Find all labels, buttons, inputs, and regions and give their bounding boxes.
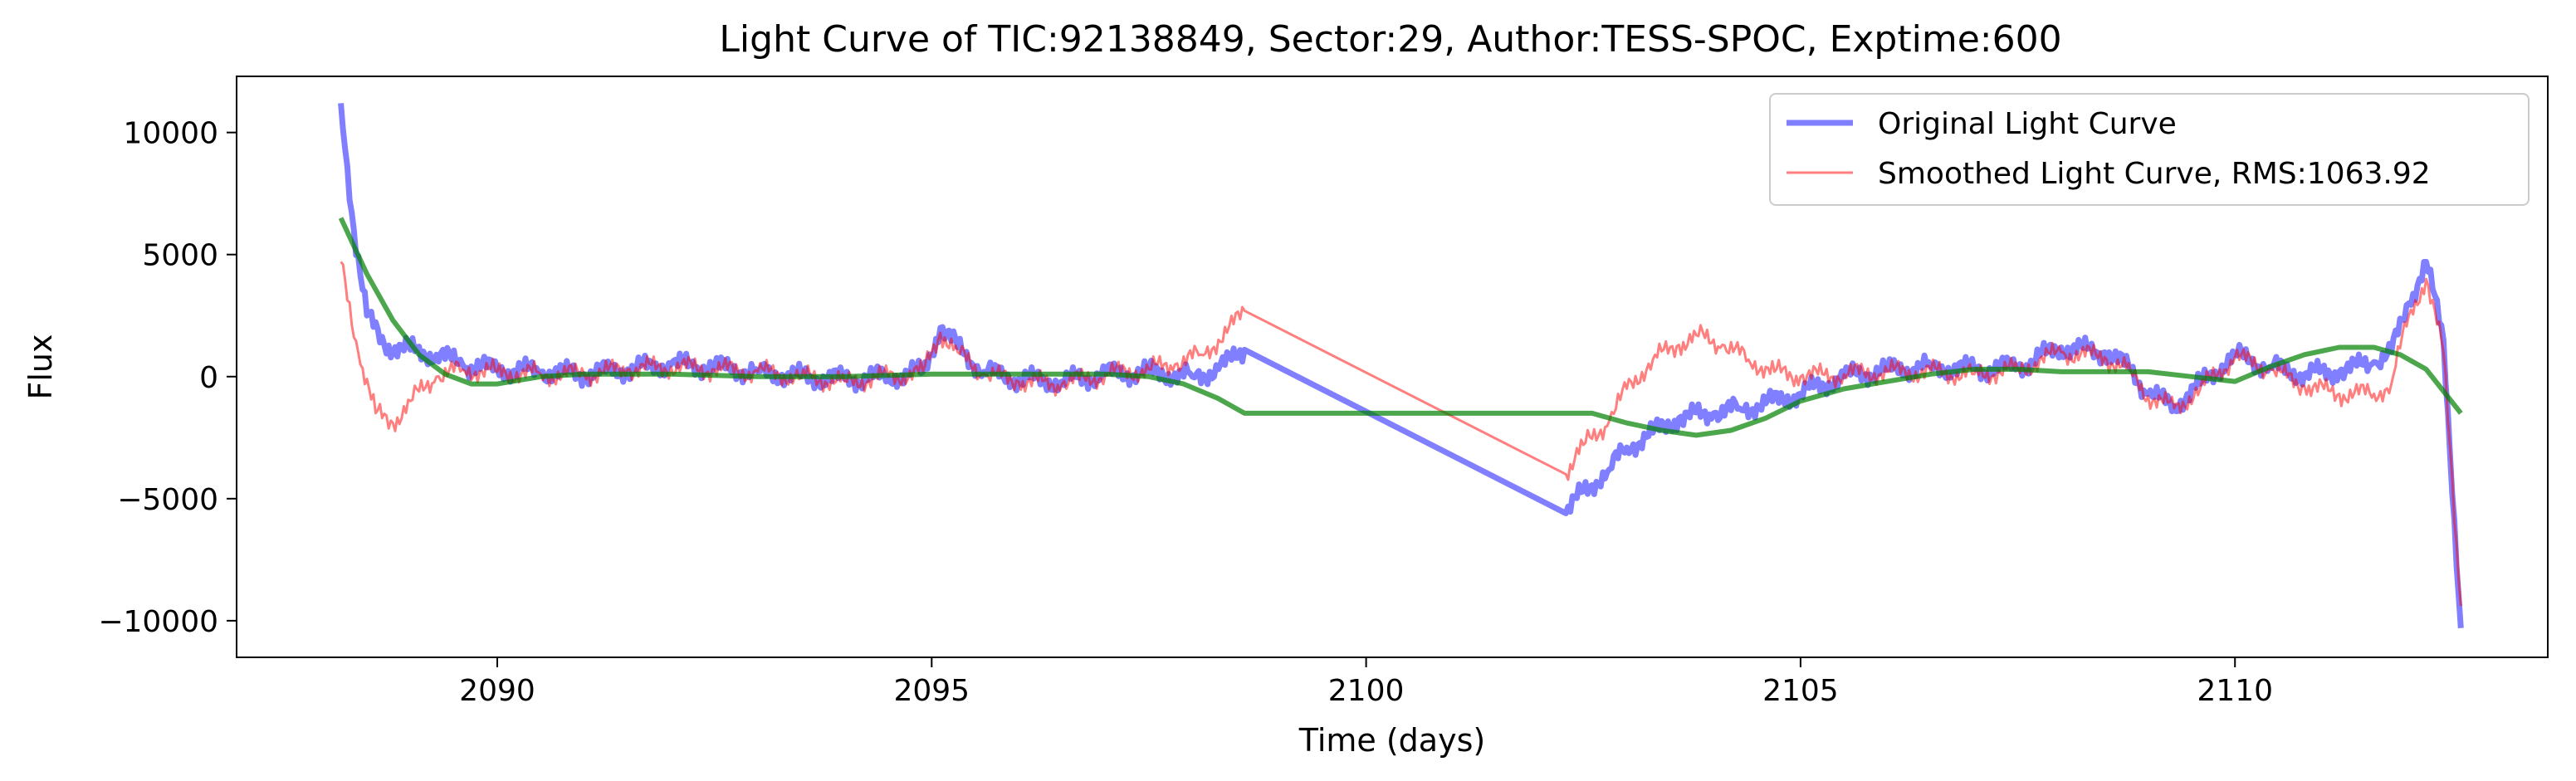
series-line-trend xyxy=(338,217,2463,438)
x-tick-label: 2095 xyxy=(893,674,970,708)
plot-area xyxy=(338,103,2464,628)
y-tick-label: 0 xyxy=(199,361,218,395)
y-axis: −10000 −5000 0 5000 10000 xyxy=(98,117,237,639)
x-tick-label: 2110 xyxy=(2197,674,2273,708)
x-axis: 2090 2095 2100 2105 2110 xyxy=(459,657,2273,708)
x-tick-label: 2100 xyxy=(1328,674,1405,708)
x-axis-title: Time (days) xyxy=(1298,722,1485,759)
legend: Original Light Curve Smoothed Light Curv… xyxy=(1769,93,2530,206)
y-axis-title: Flux xyxy=(22,334,59,400)
y-tick-label: −10000 xyxy=(98,605,218,639)
x-tick-label: 2090 xyxy=(459,674,535,708)
y-tick-label: 10000 xyxy=(123,117,218,151)
legend-label-smoothed: Smoothed Light Curve, RMS:1063.92 xyxy=(1878,157,2431,191)
chart-title: Light Curve of TIC:92138849, Sector:29, … xyxy=(719,18,2061,61)
series-layer xyxy=(338,103,2464,628)
plot-frame xyxy=(236,76,2549,658)
y-tick-label: 5000 xyxy=(142,239,218,273)
legend-label-original: Original Light Curve xyxy=(1878,107,2177,141)
y-tick-label: −5000 xyxy=(117,483,218,517)
x-tick-label: 2105 xyxy=(1762,674,1839,708)
series-line-smoothed xyxy=(340,261,2462,607)
legend-box xyxy=(1769,93,2530,206)
